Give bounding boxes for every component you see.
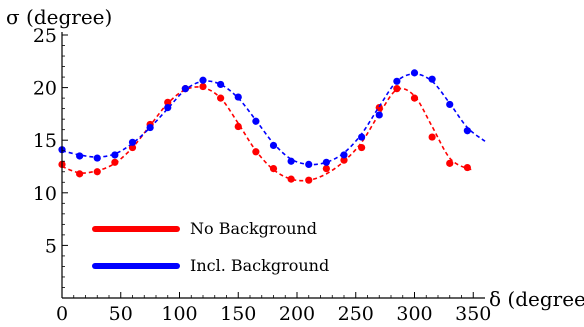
data-point-no-background bbox=[287, 175, 295, 183]
data-point-incl-background bbox=[269, 141, 278, 150]
y-axis-title: σ (degree) bbox=[6, 5, 112, 29]
series-curve-incl-background bbox=[61, 73, 486, 166]
y-tick-label: 20 bbox=[33, 78, 57, 100]
data-point-no-background bbox=[217, 94, 225, 102]
x-tick-label: 200 bbox=[279, 303, 315, 325]
legend-label-incl-background: Incl. Background bbox=[190, 256, 329, 275]
data-point-no-background bbox=[340, 156, 348, 164]
data-point-no-background bbox=[128, 143, 137, 152]
data-point-incl-background bbox=[217, 80, 225, 89]
x-tick-label: 350 bbox=[455, 303, 491, 325]
data-point-incl-background bbox=[146, 123, 154, 132]
data-point-incl-background bbox=[111, 151, 119, 159]
data-point-no-background bbox=[358, 143, 366, 152]
x-tick-label: 300 bbox=[396, 303, 432, 325]
data-point-incl-background bbox=[410, 69, 419, 77]
data-point-incl-background bbox=[234, 93, 242, 101]
x-tick-label: 0 bbox=[56, 303, 68, 325]
data-point-incl-background bbox=[446, 100, 454, 109]
data-point-incl-background bbox=[463, 127, 471, 135]
axes: 0 50 100 150 200 250 300 350 5 10 15 20 25 bbox=[33, 25, 492, 325]
data-point-no-background bbox=[164, 98, 172, 106]
data-point-incl-background bbox=[164, 103, 172, 112]
y-ticks: 5 10 15 20 25 bbox=[33, 25, 68, 288]
x-axis-title: δ (degree) bbox=[489, 287, 584, 311]
series-curve-no-background bbox=[61, 86, 474, 182]
data-point-incl-background bbox=[358, 133, 366, 141]
data-point-incl-background bbox=[428, 75, 436, 83]
data-point-incl-background bbox=[181, 85, 189, 93]
x-tick-label: 50 bbox=[109, 303, 133, 325]
data-point-incl-background bbox=[252, 117, 260, 125]
data-point-incl-background bbox=[340, 151, 348, 159]
data-point-incl-background bbox=[93, 154, 101, 162]
data-point-no-background bbox=[111, 158, 119, 166]
data-point-incl-background bbox=[128, 138, 137, 146]
data-point-incl-background bbox=[287, 157, 295, 165]
data-point-no-background bbox=[322, 165, 330, 173]
x-tick-label: 100 bbox=[161, 303, 197, 325]
data-point-no-background bbox=[252, 148, 260, 156]
data-point-no-background bbox=[393, 85, 401, 93]
x-tick-label: 250 bbox=[338, 303, 374, 325]
data-point-no-background bbox=[234, 122, 242, 131]
data-point-no-background bbox=[93, 168, 101, 176]
data-point-incl-background bbox=[305, 160, 313, 168]
data-point-no-background bbox=[463, 163, 471, 172]
data-point-no-background bbox=[446, 159, 454, 167]
y-tick-label: 15 bbox=[33, 130, 57, 152]
x-tick-label: 150 bbox=[220, 303, 256, 325]
data-point-no-background bbox=[269, 165, 278, 173]
data-point-no-background bbox=[76, 170, 84, 178]
legend-label-no-background: No Background bbox=[190, 219, 317, 238]
x-ticks: 0 50 100 150 200 250 300 350 bbox=[56, 292, 491, 325]
data-point-incl-background bbox=[199, 76, 207, 84]
data-point-no-background bbox=[305, 176, 313, 184]
legend: No Background Incl. Background bbox=[92, 219, 329, 275]
y-tick-label: 25 bbox=[33, 25, 57, 47]
data-point-incl-background bbox=[375, 111, 383, 119]
data-point-no-background bbox=[410, 94, 419, 102]
data-point-no-background bbox=[428, 133, 436, 141]
y-tick-label: 5 bbox=[45, 235, 57, 257]
data-point-incl-background bbox=[393, 77, 401, 85]
plot-area bbox=[58, 69, 486, 184]
data-point-no-background bbox=[199, 82, 207, 91]
data-point-incl-background bbox=[76, 152, 84, 160]
data-point-incl-background bbox=[322, 158, 330, 166]
y-tick-label: 10 bbox=[33, 183, 57, 205]
